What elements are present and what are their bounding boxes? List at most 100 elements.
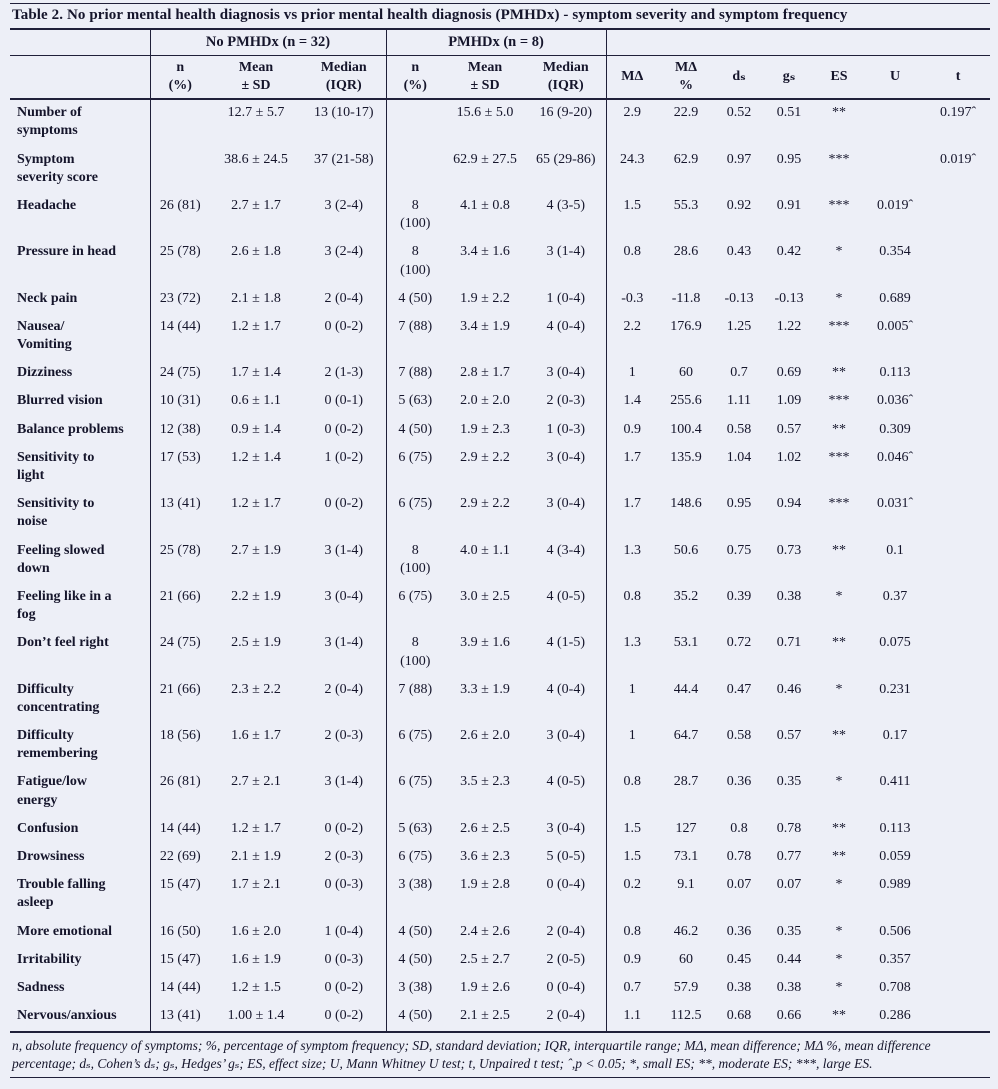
cell-hedges-g: 0.66 — [776, 1008, 802, 1024]
cell-hedges-g: 0.35 — [776, 923, 802, 939]
cell-mean-sd-pmhdx: 3.5 ± 2.3 — [460, 774, 510, 790]
cell-median-iqr-pmhdx: 4 (1-5) — [546, 635, 586, 651]
cell-cohens-d: 0.78 — [726, 849, 752, 865]
cell-mean-sd-pmhdx: 3.6 ± 2.3 — [460, 849, 510, 865]
cell-hedges-g: 0.57 — [776, 421, 802, 437]
cell-t-test — [926, 314, 990, 360]
table-row: Difficulty remembering 18 (56) 1.6 ± 1.7 2 … — [10, 723, 990, 770]
table-row: Difficulty concentrating 21 (66) 2.3 ± 2.2… — [10, 676, 990, 724]
cell-mann-whitney-u: 0.506 — [879, 923, 911, 939]
col-header-mann-whitney-u: U — [864, 55, 927, 101]
cell-median-iqr-pmhdx: 4 (0-4) — [546, 318, 586, 334]
cell-cohens-d: 0.58 — [726, 728, 752, 744]
cell-median-iqr-pmhdx: 0 (0-4) — [546, 877, 586, 893]
cell-hedges-g: 0.35 — [776, 774, 802, 790]
symptom-label: Drowsiness — [17, 849, 85, 865]
cell-mean-sd-no-pmhdx: 1.6 ± 1.7 — [231, 728, 281, 744]
cell-median-iqr-no-pmhdx: 0 (0-3) — [324, 877, 364, 893]
cell-effect-size: * — [835, 588, 843, 604]
cell-n-no-pmhdx — [149, 146, 210, 193]
cell-median-iqr-pmhdx: 5 (0-5) — [546, 849, 586, 865]
cell-mann-whitney-u: 0.37 — [882, 588, 908, 604]
cell-n-pmhdx: 6 (75) — [385, 491, 445, 538]
cell-n-no-pmhdx: 15 (47) — [149, 872, 210, 919]
cell-mean-sd-no-pmhdx: 2.7 ± 2.1 — [231, 774, 281, 790]
cell-median-iqr-pmhdx: 3 (0-4) — [546, 820, 586, 836]
table-row: Don’t feel right 24 (75) 2.5 ± 1.9 3 (1-4) 8… — [10, 630, 990, 677]
cell-median-iqr-no-pmhdx: 37 (21-58) — [314, 151, 374, 167]
cell-mean-sd-pmhdx: 2.4 ± 2.6 — [460, 923, 510, 939]
cell-median-iqr-no-pmhdx: 0 (0-2) — [324, 421, 364, 437]
table-row: Fatigue/low energy 26 (81) 2.7 ± 2.1 3 (1-4… — [10, 769, 990, 816]
cell-mean-diff-pct: 22.9 — [673, 105, 699, 121]
cell-mean-diff: 1.4 — [605, 388, 659, 417]
cell-mean-sd-no-pmhdx: 2.3 ± 2.2 — [231, 681, 281, 697]
cell-mean-sd-no-pmhdx: 2.2 ± 1.9 — [231, 588, 281, 604]
cell-cohens-d: 0.36 — [726, 774, 752, 790]
cell-mean-diff-pct: 73.1 — [673, 849, 699, 865]
cell-n-pmhdx: 7 (88) — [385, 360, 445, 389]
cell-n-pmhdx: 8 (100) — [385, 630, 445, 677]
cell-n-no-pmhdx: 24 (75) — [149, 630, 210, 677]
cell-median-iqr-pmhdx: 4 (0-4) — [546, 681, 586, 697]
symptom-label: Difficulty remembering — [17, 728, 98, 762]
table-row: Neck pain 23 (72) 2.1 ± 1.8 2 (0-4) 4 (50) 1.… — [10, 285, 990, 314]
cell-cohens-d: 0.45 — [726, 951, 752, 967]
cell-mann-whitney-u: 0.031ˆ — [876, 496, 914, 512]
cell-effect-size: * — [835, 290, 843, 306]
cell-effect-size: * — [835, 923, 843, 939]
cell-mann-whitney-u: 0.1 — [886, 542, 904, 558]
cell-mean-sd-pmhdx: 2.9 ± 2.2 — [460, 496, 510, 512]
cell-mean-sd-no-pmhdx: 12.7 ± 5.7 — [227, 105, 285, 121]
table-title: Table 2. No prior mental health diagnosi… — [10, 3, 990, 28]
cell-effect-size: *** — [828, 449, 850, 465]
cell-median-iqr-pmhdx: 3 (0-4) — [546, 449, 586, 465]
cell-mean-diff: 0.7 — [605, 974, 659, 1004]
cell-mean-sd-pmhdx: 3.9 ± 1.6 — [460, 635, 510, 651]
symptom-label: Sensitivity to light — [17, 449, 95, 484]
cell-mean-diff: 1 — [605, 676, 659, 724]
cell-t-test — [926, 872, 990, 918]
cell-t-test — [926, 919, 990, 947]
symptom-label: Balance problems — [17, 421, 124, 437]
cell-mann-whitney-u: 0.059 — [879, 849, 911, 865]
cell-effect-size: * — [835, 681, 843, 697]
cell-mean-diff: 1.3 — [605, 537, 659, 584]
col-header-median-iqr-no-pmhdx: Median (IQR) — [302, 55, 387, 101]
cell-mann-whitney-u: 0.989 — [879, 877, 911, 893]
cell-t-test — [926, 677, 990, 723]
cell-n-pmhdx: 8 (100) — [385, 537, 445, 584]
cell-n-no-pmhdx: 16 (50) — [149, 918, 210, 947]
col-header-mean-diff: MΔ — [605, 55, 659, 101]
cell-mean-diff-pct: -11.8 — [671, 290, 701, 306]
cell-hedges-g: 1.02 — [776, 449, 802, 465]
cell-n-no-pmhdx: 25 (78) — [149, 239, 210, 286]
cell-mean-diff-pct: 53.1 — [673, 635, 699, 651]
cell-mann-whitney-u: 0.046ˆ — [876, 449, 914, 465]
cell-n-pmhdx: 4 (50) — [385, 416, 445, 445]
cell-n-no-pmhdx: 12 (38) — [149, 416, 210, 445]
cell-n-pmhdx: 5 (63) — [385, 815, 445, 845]
cell-mean-diff: 0.8 — [605, 583, 659, 631]
cell-n-pmhdx: 3 (38) — [385, 872, 445, 919]
cell-median-iqr-no-pmhdx: 0 (0-1) — [324, 393, 364, 409]
cell-t-test — [926, 1003, 990, 1032]
cell-hedges-g: -0.13 — [774, 290, 804, 306]
cell-median-iqr-pmhdx: 3 (0-4) — [546, 365, 586, 381]
cell-mean-sd-pmhdx: 2.6 ± 2.0 — [460, 728, 510, 744]
cell-mann-whitney-u: 0.411 — [879, 774, 911, 790]
cell-mean-sd-pmhdx: 1.9 ± 2.8 — [460, 877, 510, 893]
cell-mean-diff: 0.8 — [605, 918, 659, 947]
cell-mean-diff: 1 — [605, 723, 659, 770]
table-row: Confusion 14 (44) 1.2 ± 1.7 0 (0-2) 5 (63) 2.… — [10, 815, 990, 845]
cell-mean-sd-no-pmhdx: 1.2 ± 1.7 — [231, 318, 281, 334]
cell-median-iqr-no-pmhdx: 3 (0-4) — [324, 588, 364, 604]
cell-median-iqr-pmhdx: 2 (0-4) — [546, 923, 586, 939]
cell-mean-diff: 0.8 — [605, 239, 659, 286]
cell-median-iqr-no-pmhdx: 3 (1-4) — [324, 542, 364, 558]
cell-median-iqr-no-pmhdx: 2 (1-3) — [324, 365, 364, 381]
table-row: Number of symptoms 12.7 ± 5.7 13 (10-17) 15… — [10, 99, 990, 147]
symptom-label: Headache — [17, 197, 77, 213]
cell-median-iqr-no-pmhdx: 0 (0-2) — [324, 1008, 364, 1024]
cell-mann-whitney-u: 0.354 — [879, 244, 911, 260]
